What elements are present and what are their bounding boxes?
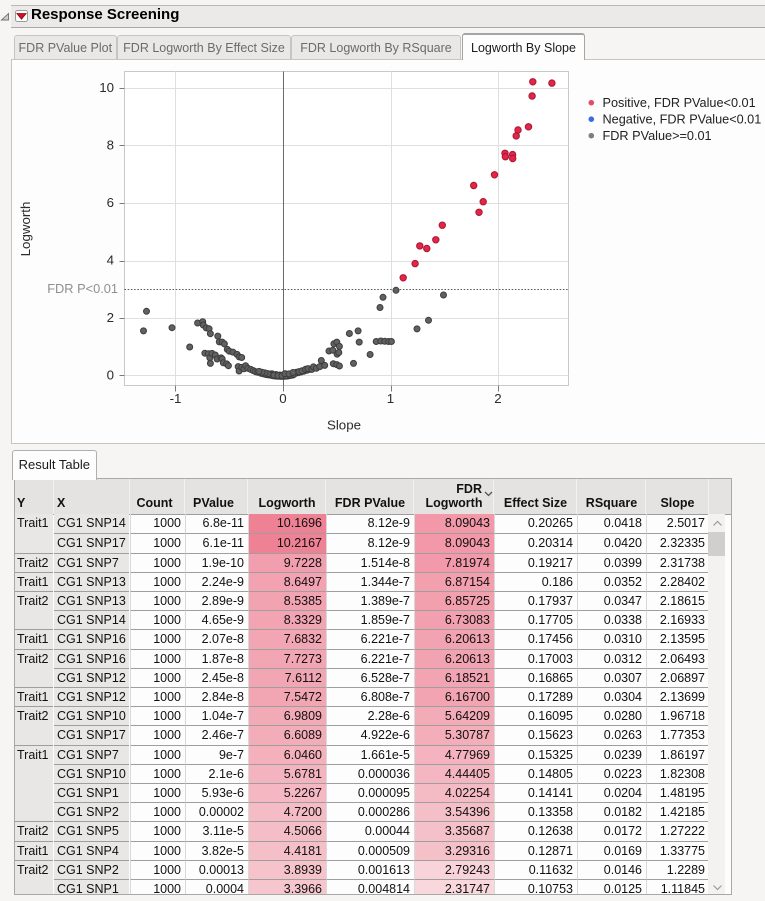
svg-text:0: 0 [279, 391, 286, 406]
svg-text:Slope: Slope [327, 418, 361, 433]
svg-text:0: 0 [107, 368, 114, 383]
svg-text:Logworth: Logworth [18, 202, 33, 257]
svg-text:8: 8 [107, 138, 114, 153]
svg-text:-1: -1 [170, 391, 182, 406]
svg-text:FDR PValue>=0.01: FDR PValue>=0.01 [603, 129, 712, 143]
svg-text:Negative, FDR PValue<0.01: Negative, FDR PValue<0.01 [603, 113, 762, 127]
svg-text:Positive, FDR PValue<0.01: Positive, FDR PValue<0.01 [603, 96, 756, 110]
svg-text:2: 2 [107, 310, 114, 325]
svg-text:10: 10 [99, 80, 114, 95]
svg-text:FDR P<0.01: FDR P<0.01 [47, 281, 118, 296]
svg-text:2: 2 [494, 391, 501, 406]
svg-text:1: 1 [387, 391, 394, 406]
svg-text:6: 6 [107, 195, 114, 210]
svg-text:4: 4 [107, 253, 114, 268]
